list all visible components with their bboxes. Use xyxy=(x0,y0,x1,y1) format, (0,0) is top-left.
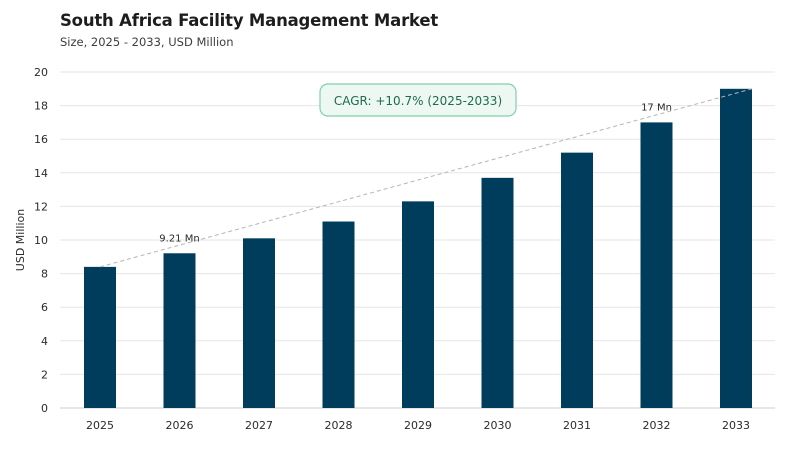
chart-subtitle: Size, 2025 - 2033, USD Million xyxy=(60,35,234,49)
y-tick-label: 12 xyxy=(34,200,48,213)
y-tick-label: 0 xyxy=(41,402,48,415)
y-tick-label: 10 xyxy=(34,234,48,247)
bar-2028 xyxy=(322,221,355,408)
y-tick-label: 2 xyxy=(41,368,48,381)
y-tick-label: 18 xyxy=(34,100,48,113)
y-tick-label: 20 xyxy=(34,66,48,79)
x-tick-label: 2026 xyxy=(166,419,194,432)
cagr-callout-box xyxy=(319,83,517,117)
x-tick-label: 2033 xyxy=(722,419,750,432)
trend-line xyxy=(99,88,753,268)
x-tick-label: 2029 xyxy=(404,419,432,432)
x-tick-label: 2030 xyxy=(484,419,512,432)
x-tick-label: 2028 xyxy=(325,419,353,432)
y-tick-label: 8 xyxy=(41,268,48,281)
bar-2025 xyxy=(84,266,116,408)
y-axis-title: USD Million xyxy=(14,209,27,271)
y-tick-label: 4 xyxy=(41,335,48,348)
y-tick-label: 6 xyxy=(41,301,48,314)
cagr-callout-text: CAGR: +10.7% (2025-2033) xyxy=(334,94,502,108)
bar-2030 xyxy=(481,177,514,408)
bar-2027 xyxy=(243,238,275,408)
bar-2033 xyxy=(720,88,752,409)
x-tick-label: 2032 xyxy=(643,419,671,432)
x-tick-label: 2031 xyxy=(563,419,591,432)
data-label-2026: 9.21 Mn xyxy=(159,233,199,244)
data-label-2032: 17 Mn xyxy=(641,102,672,113)
y-tick-label: 16 xyxy=(34,133,48,146)
chart-title: South Africa Facility Management Market xyxy=(60,11,439,30)
bar-2031 xyxy=(561,152,593,408)
bar-2032 xyxy=(640,122,673,409)
x-tick-label: 2025 xyxy=(86,419,114,432)
y-tick-label: 14 xyxy=(34,167,48,180)
bar-2026 xyxy=(163,253,196,408)
bar-2029 xyxy=(402,201,434,408)
x-tick-label: 2027 xyxy=(245,419,273,432)
